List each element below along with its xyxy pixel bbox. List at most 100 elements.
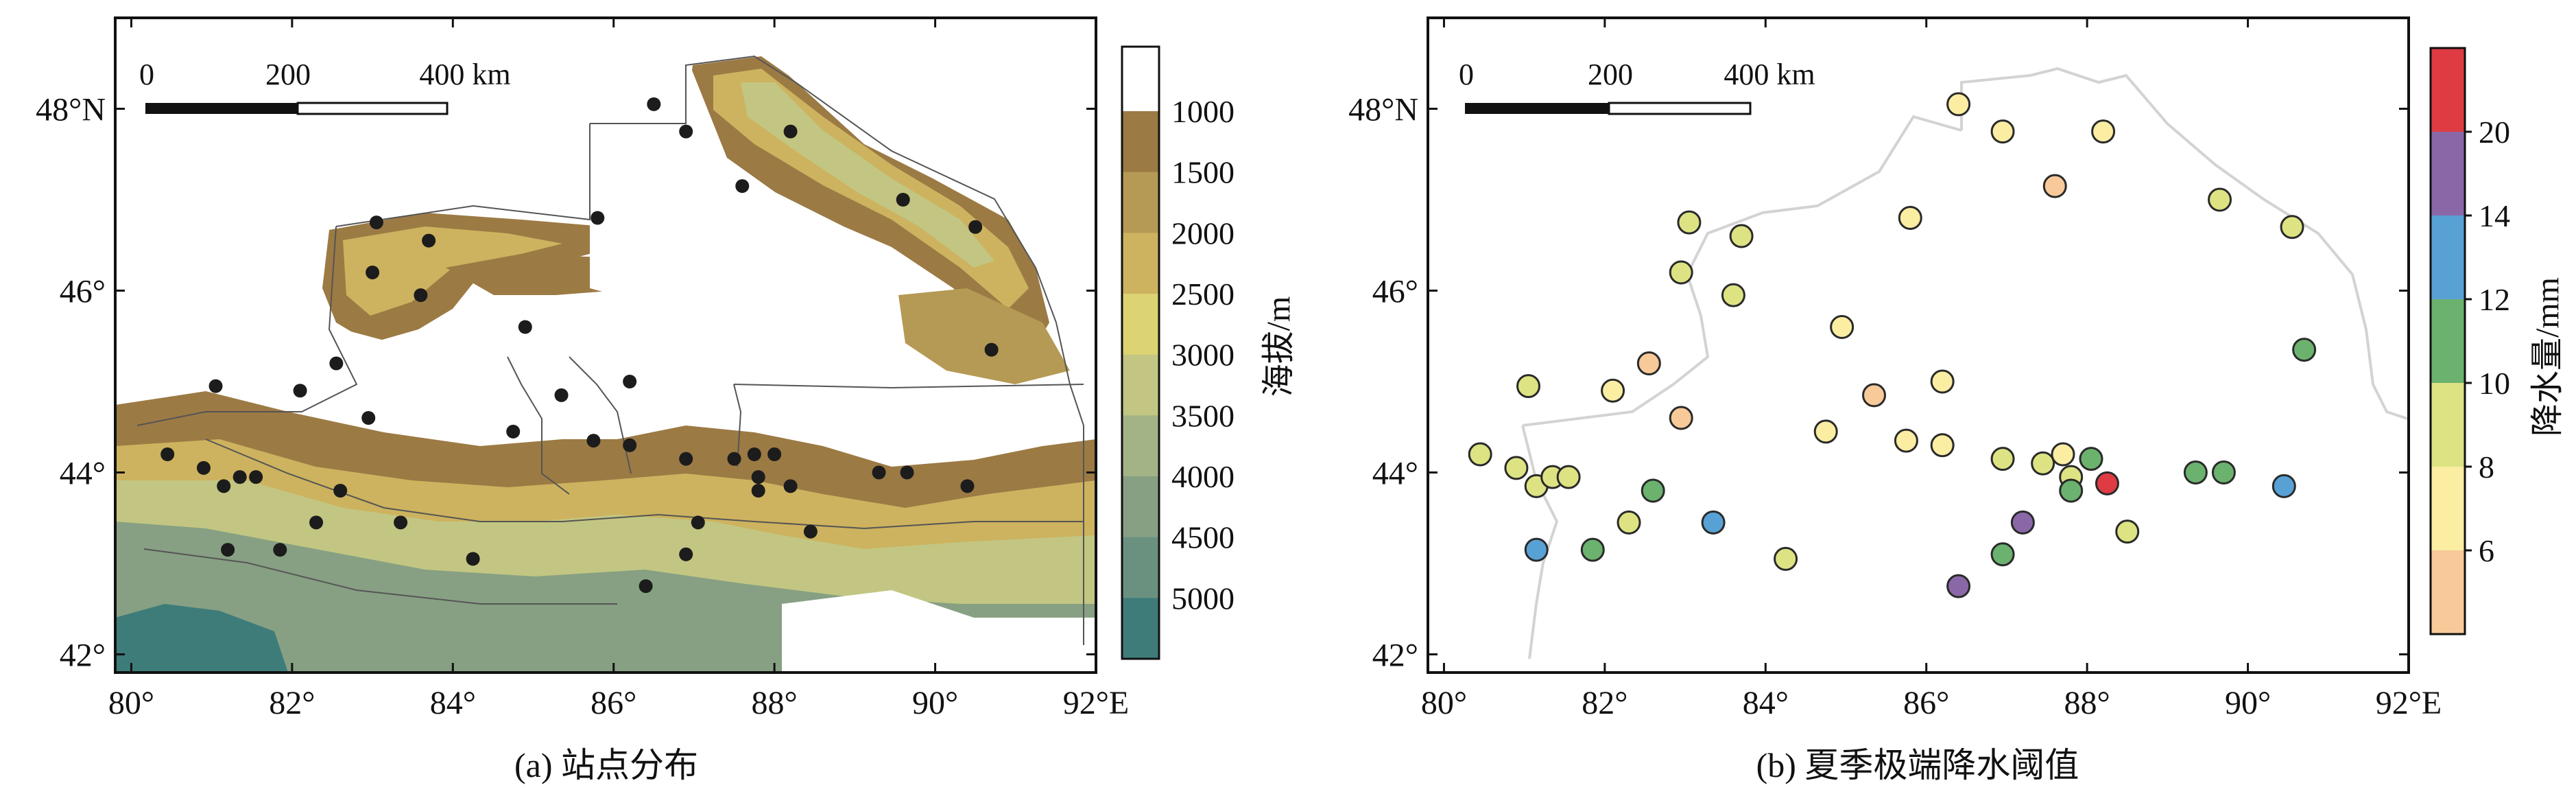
- station-point: [679, 547, 693, 561]
- colorbar-a: 1000 1500 2000 2500 3000 3500 4000 4500 5000: [1121, 45, 1235, 660]
- y-tick-label: 48°N: [36, 92, 106, 128]
- station-point: [783, 124, 798, 139]
- threshold-point: [1556, 465, 1581, 489]
- y-tick-label: 46°: [1372, 274, 1418, 310]
- station-point: [984, 342, 999, 357]
- threshold-point: [2208, 187, 2232, 212]
- station-point: [872, 465, 886, 480]
- y-tick-label: 44°: [60, 456, 106, 492]
- scale-label-b-200: 200: [1588, 58, 1633, 91]
- colorbar-a-tick: 5000: [1171, 581, 1235, 616]
- threshold-point: [2031, 451, 2055, 476]
- colorbar-a-band: [1122, 537, 1159, 598]
- station-point: [679, 124, 693, 139]
- threshold-point: [1898, 206, 1922, 230]
- threshold-point: [1930, 369, 1955, 394]
- terrain-map: [115, 18, 1096, 673]
- scale-label-b-400: 400 km: [1724, 58, 1815, 91]
- station-point: [293, 384, 307, 398]
- x-tick-label: 88°: [2064, 685, 2110, 721]
- colorbar-a-label: 海拔/m: [1261, 296, 1297, 397]
- colorbar-b-band: [2431, 383, 2465, 467]
- station-point: [232, 470, 247, 484]
- colorbar-a-tick: 2000: [1171, 215, 1235, 250]
- threshold-point: [1636, 351, 1661, 375]
- scale-bar-a-black: [145, 103, 298, 114]
- threshold-point: [1990, 119, 2015, 144]
- colorbar-a-tick: 4000: [1171, 459, 1235, 494]
- threshold-point: [1617, 510, 1641, 535]
- station-point: [309, 515, 324, 530]
- station-point: [422, 233, 436, 248]
- station-point: [900, 465, 914, 480]
- x-tick-label: 90°: [2225, 685, 2271, 721]
- scale-label-a-0: 0: [139, 58, 154, 91]
- colorbar-b-tick: 8: [2479, 449, 2494, 484]
- threshold-point: [1894, 428, 1918, 453]
- caption-b: (b) 夏季极端降水阈值: [1756, 746, 2079, 784]
- station-point: [394, 515, 408, 530]
- colorbar-a-tick: 3000: [1171, 338, 1235, 373]
- threshold-point: [2280, 215, 2304, 240]
- station-point: [727, 452, 741, 466]
- threshold-point: [1516, 374, 1541, 399]
- station-point: [896, 193, 910, 207]
- scale-bar-a: 0 200 400 km: [139, 58, 511, 115]
- station-point: [679, 452, 693, 466]
- station-point: [747, 447, 761, 461]
- x-tick-label: 84°: [430, 685, 476, 721]
- colorbar-b-frame: [2429, 47, 2466, 635]
- threshold-point: [1580, 537, 1605, 562]
- station-point: [249, 470, 263, 484]
- colorbar-a-tick: 4500: [1171, 520, 1235, 555]
- threshold-point: [1601, 378, 1625, 403]
- colorbar-a-band: [1122, 354, 1159, 416]
- station-point: [591, 211, 605, 225]
- scale-bar-a-white: [296, 102, 449, 115]
- station-point: [506, 424, 521, 439]
- threshold-point: [1990, 542, 2015, 567]
- threshold-point: [2271, 474, 2296, 498]
- map-frame-b: [1427, 16, 2410, 674]
- colorbar-b-band: [2431, 215, 2465, 300]
- x-tick-label: 92°E: [2376, 685, 2442, 721]
- colorbar-b-tick: 6: [2479, 533, 2494, 568]
- threshold-point: [1721, 283, 1745, 307]
- x-tick-label: 90°: [912, 685, 958, 721]
- colorbar-b-band: [2431, 299, 2465, 384]
- station-point: [369, 215, 383, 230]
- scale-label-a-200: 200: [265, 58, 311, 91]
- stations-a: [160, 97, 999, 594]
- y-tick-label: 48°N: [1348, 92, 1418, 128]
- colorbar-a-white: [1122, 47, 1159, 111]
- threshold-point: [1641, 478, 1665, 503]
- threshold-point: [1930, 433, 1955, 458]
- y-tick-label: 46°: [60, 274, 106, 310]
- threshold-point: [1946, 92, 1971, 117]
- scale-bar-b: 0 200 400 km: [1459, 58, 1815, 115]
- threshold-point: [1830, 315, 1855, 339]
- x-tick-label: 92°E: [1063, 685, 1130, 721]
- station-point: [783, 479, 798, 493]
- x-tick-label: 80°: [1421, 685, 1467, 721]
- colorbar-a-tick: 2500: [1171, 277, 1235, 312]
- station-point: [647, 97, 661, 111]
- threshold-point: [1813, 419, 1838, 444]
- colorbar-b-tick: 14: [2479, 198, 2510, 233]
- station-point: [639, 579, 653, 594]
- station-point: [751, 470, 765, 484]
- colorbar-b-tick: 10: [2479, 366, 2510, 401]
- x-tick-label: 86°: [1903, 685, 1949, 721]
- colorbar-b-band: [2431, 550, 2465, 635]
- station-point: [960, 479, 975, 493]
- threshold-point: [1729, 224, 1754, 248]
- panel-b: 0 200 400 km 80° 82° 84° 86° 88° 90° 92°E 42°4…: [1348, 16, 2566, 784]
- scale-bar-b-white: [1608, 102, 1752, 115]
- station-point: [623, 375, 637, 388]
- x-axis-a: 80° 82° 84° 86° 88° 90° 92°E: [108, 18, 1129, 721]
- y-axis-b: 42° 44° 46° 48°N: [1348, 92, 2409, 674]
- threshold-point: [1946, 574, 1971, 598]
- colorbar-a-tick: 1000: [1171, 94, 1235, 129]
- station-point: [751, 484, 765, 498]
